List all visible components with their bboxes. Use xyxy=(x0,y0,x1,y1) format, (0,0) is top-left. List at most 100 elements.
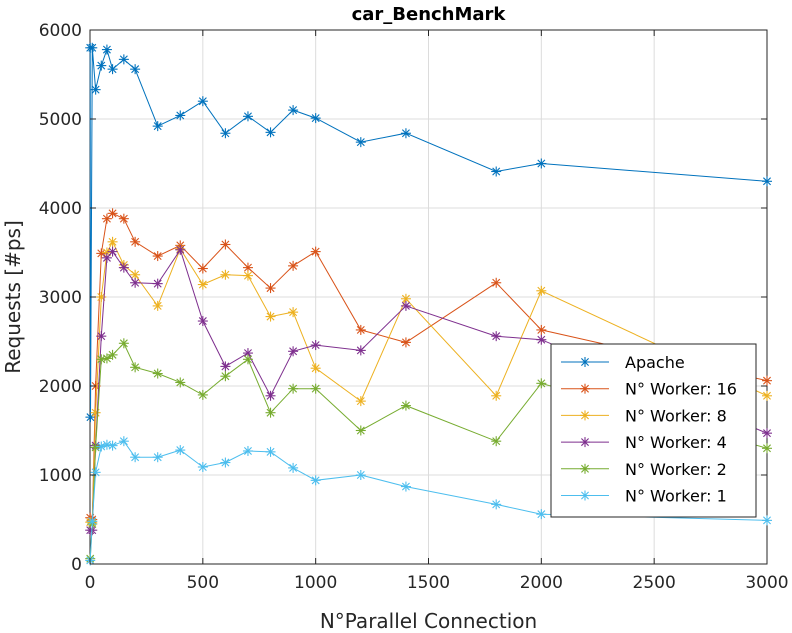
data-point xyxy=(762,443,772,454)
legend: Apache N° Worker: 16 N° Worker: 8 N° Worker… xyxy=(550,343,757,518)
data-point xyxy=(242,270,253,281)
data-point xyxy=(310,475,321,486)
x-tick-label: 0 xyxy=(85,573,96,593)
data-point xyxy=(536,158,547,169)
data-point xyxy=(197,96,208,107)
data-point xyxy=(130,277,141,288)
data-point xyxy=(90,442,101,453)
data-point xyxy=(220,371,231,382)
x-tick-label: 2000 xyxy=(520,573,563,593)
data-point xyxy=(536,324,547,335)
data-point xyxy=(220,361,231,372)
data-point xyxy=(536,509,547,520)
data-point xyxy=(107,208,118,219)
data-point xyxy=(101,353,112,364)
data-point xyxy=(265,407,276,418)
data-point xyxy=(242,348,253,359)
data-point xyxy=(310,363,321,374)
data-point xyxy=(175,445,186,456)
series-1 xyxy=(85,208,772,525)
data-point xyxy=(101,252,112,263)
data-point xyxy=(355,345,366,356)
data-point xyxy=(580,383,590,394)
data-point xyxy=(90,407,101,418)
legend-item: N° Worker: 2 xyxy=(561,460,727,479)
data-point xyxy=(288,383,299,394)
data-point xyxy=(762,176,772,187)
data-point xyxy=(242,354,253,365)
x-tick-label: 2500 xyxy=(633,573,676,593)
y-axis-label: Requests [#ps] xyxy=(1,220,25,374)
series-5 xyxy=(85,436,772,566)
data-point xyxy=(197,279,208,290)
series-2 xyxy=(85,236,772,528)
data-point xyxy=(152,278,163,289)
data-point xyxy=(220,239,231,250)
data-point xyxy=(96,441,107,452)
y-tick-label: 5000 xyxy=(39,110,82,130)
data-point xyxy=(762,390,772,401)
legend-item: N° Worker: 8 xyxy=(561,406,727,425)
data-point xyxy=(87,516,98,527)
data-point xyxy=(355,396,366,407)
data-point xyxy=(107,64,118,75)
data-point xyxy=(762,428,772,439)
legend-label: Apache xyxy=(625,353,685,372)
data-point xyxy=(536,334,547,345)
data-point xyxy=(400,300,411,311)
data-point xyxy=(265,311,276,322)
data-point xyxy=(762,375,772,386)
x-tick-label: 3000 xyxy=(745,573,788,593)
legend-label: N° Worker: 4 xyxy=(625,433,727,452)
data-point xyxy=(762,515,772,526)
data-point xyxy=(265,283,276,294)
data-point xyxy=(400,481,411,492)
data-point xyxy=(400,337,411,348)
legend-label: N° Worker: 16 xyxy=(625,380,737,399)
data-point xyxy=(580,490,590,501)
x-tick-label: 1500 xyxy=(407,573,450,593)
data-point xyxy=(175,377,186,388)
data-point xyxy=(220,269,231,280)
axes-ticks: 0 500 1000 1500 2000 2500 3000 0 1000 2000 3000 400… xyxy=(39,21,789,593)
data-point xyxy=(197,389,208,400)
legend-box xyxy=(550,343,757,518)
data-point xyxy=(220,457,231,468)
data-point xyxy=(96,60,107,71)
data-point xyxy=(107,349,118,360)
x-tick-label: 1000 xyxy=(294,573,337,593)
legend-label: N° Worker: 8 xyxy=(625,406,727,425)
data-point xyxy=(288,307,299,318)
data-point xyxy=(118,262,129,273)
data-point xyxy=(130,236,141,247)
data-point xyxy=(355,425,366,436)
x-axis-label: N°Parallel Connection xyxy=(320,609,537,633)
data-point xyxy=(310,340,321,351)
data-point xyxy=(355,324,366,335)
series-line xyxy=(89,47,768,418)
data-point xyxy=(288,462,299,473)
chart-title: car_BenchMark xyxy=(352,4,507,25)
data-point xyxy=(118,213,129,224)
data-point xyxy=(491,390,502,401)
data-point xyxy=(491,436,502,447)
legend-item: N° Worker: 1 xyxy=(561,487,727,506)
data-point xyxy=(96,331,107,342)
data-point xyxy=(491,166,502,177)
data-point xyxy=(220,128,231,139)
y-tick-label: 1000 xyxy=(39,466,82,486)
data-point xyxy=(118,338,129,349)
data-point xyxy=(175,110,186,121)
data-point xyxy=(310,383,321,394)
data-point xyxy=(152,300,163,311)
data-point xyxy=(90,84,101,95)
data-point xyxy=(118,54,129,65)
data-point xyxy=(130,64,141,75)
data-point xyxy=(580,437,590,448)
data-point xyxy=(310,113,321,124)
data-point xyxy=(288,346,299,357)
data-point xyxy=(580,410,590,421)
data-point xyxy=(242,111,253,122)
data-point xyxy=(242,445,253,456)
legend-item: N° Worker: 4 xyxy=(561,433,727,452)
